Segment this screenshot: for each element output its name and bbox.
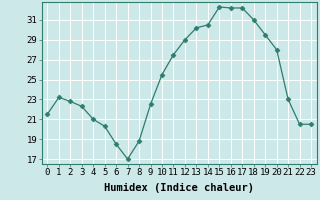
X-axis label: Humidex (Indice chaleur): Humidex (Indice chaleur) bbox=[104, 183, 254, 193]
